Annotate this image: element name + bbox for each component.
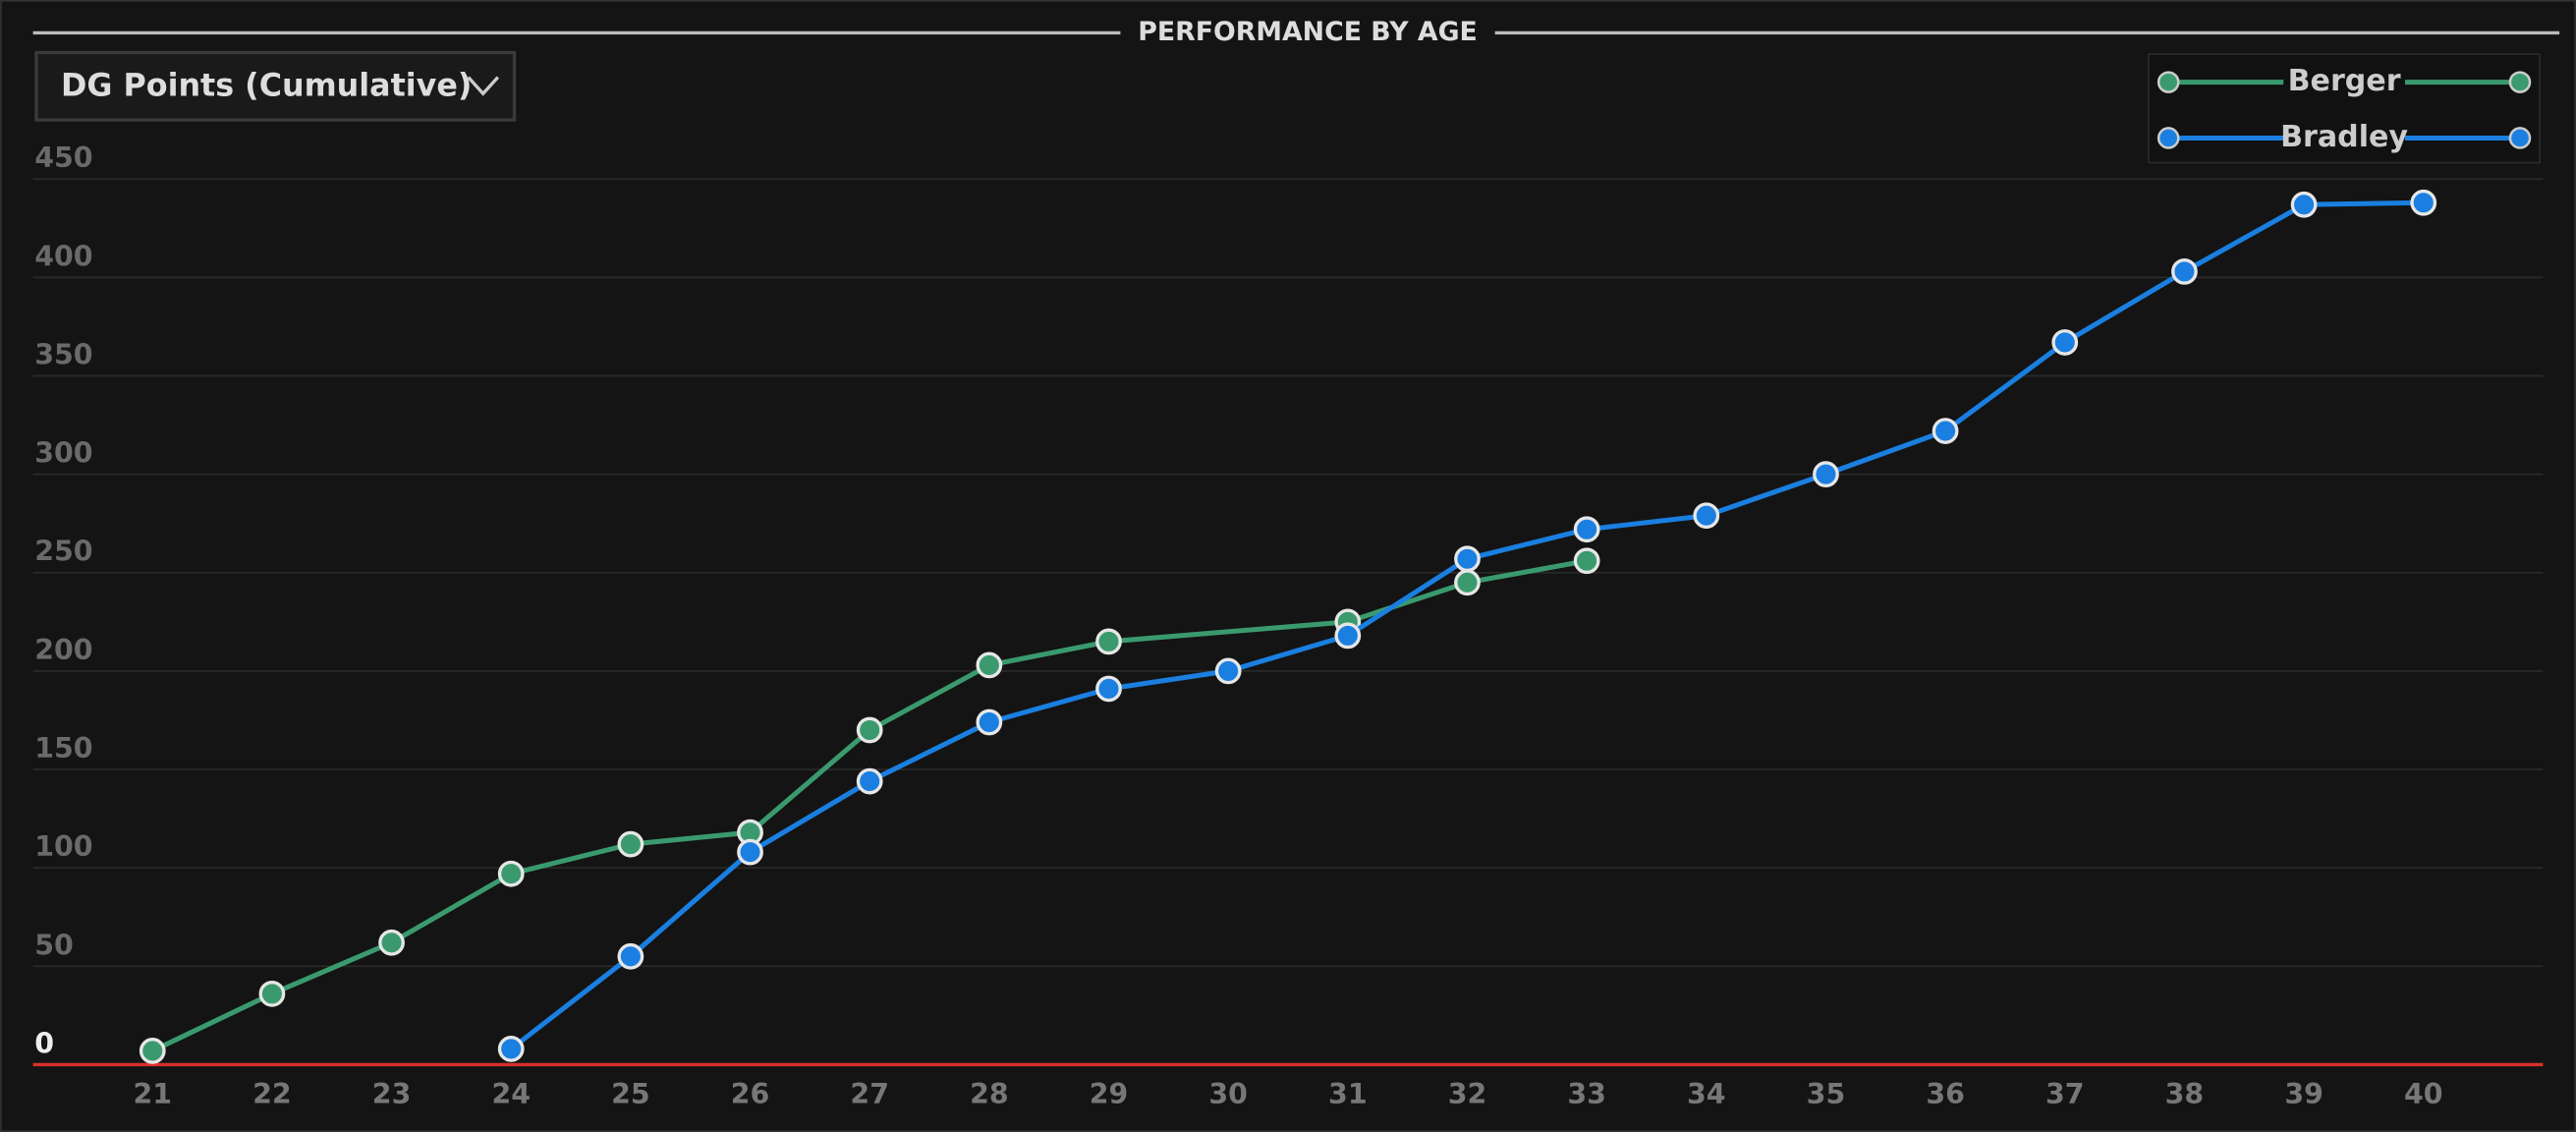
x-tick-label: 36 <box>1926 1078 1965 1110</box>
x-tick-label: 37 <box>2045 1078 2085 1110</box>
point <box>976 651 1003 679</box>
x-tick-label: 24 <box>491 1078 531 1110</box>
point <box>856 716 883 744</box>
x-tick-label: 33 <box>1567 1078 1606 1110</box>
x-tick-label: 29 <box>1090 1078 1129 1110</box>
point <box>1454 569 1481 596</box>
point <box>258 980 286 1007</box>
x-tick-label: 32 <box>1448 1078 1487 1110</box>
x-tick-label: 31 <box>1328 1078 1368 1110</box>
point <box>617 830 644 858</box>
x-tick-label: 26 <box>731 1078 770 1110</box>
x-tick-label: 27 <box>850 1078 889 1110</box>
legend-marker <box>2156 71 2180 93</box>
x-tick-label: 23 <box>372 1078 412 1110</box>
point <box>856 767 883 795</box>
point <box>737 838 763 866</box>
point <box>617 942 644 970</box>
y-tick-label: 400 <box>34 240 92 272</box>
point <box>1813 461 1839 488</box>
legend-marker <box>2508 71 2532 93</box>
x-tick-label: 39 <box>2284 1078 2324 1110</box>
y-tick-label: 150 <box>34 732 92 764</box>
x-tick-label: 34 <box>1687 1078 1726 1110</box>
x-tick-label: 22 <box>252 1078 292 1110</box>
x-tick-label: 38 <box>2165 1078 2205 1110</box>
legend-label: Berger <box>2288 64 2401 98</box>
legend-label: Bradley <box>2280 120 2408 154</box>
x-tick-label: 21 <box>133 1078 172 1110</box>
point <box>1095 675 1122 703</box>
dropdown-chevron[interactable] <box>467 76 500 96</box>
point <box>1095 628 1122 655</box>
point <box>1454 545 1481 573</box>
x-tick-label: 25 <box>611 1078 650 1110</box>
legend-marker <box>2508 127 2532 149</box>
x-tick-label: 30 <box>1208 1078 1248 1110</box>
y-tick-label: 0 <box>34 1027 54 1059</box>
x-tick-label: 35 <box>1807 1078 1846 1110</box>
y-tick-label: 200 <box>34 634 92 666</box>
chart-title: PERFORMANCE BY AGE <box>1138 17 1478 47</box>
point <box>2051 329 2079 356</box>
point <box>139 1038 166 1064</box>
point <box>1693 502 1720 530</box>
x-tick-label: 40 <box>2404 1078 2443 1110</box>
y-tick-label: 450 <box>34 142 92 174</box>
legend-marker <box>2156 127 2180 149</box>
legend-gap <box>2283 120 2405 156</box>
point <box>976 708 1003 736</box>
point <box>1932 418 1959 444</box>
series-line <box>151 558 1588 1053</box>
dropdown[interactable]: DG Points (Cumulative) <box>34 50 517 122</box>
point <box>1334 622 1362 650</box>
y-tick-label: 250 <box>34 536 92 568</box>
x-tick-label: 28 <box>970 1078 1009 1110</box>
point <box>2410 189 2437 216</box>
dropdown-label[interactable]: DG Points (Cumulative) <box>61 69 472 104</box>
point <box>1573 516 1600 543</box>
point <box>497 860 525 887</box>
point <box>1214 657 1242 685</box>
point <box>2290 191 2318 218</box>
y-tick-label: 350 <box>34 338 92 370</box>
legend-gap <box>2283 64 2405 100</box>
point <box>1573 547 1600 575</box>
y-tick-label: 50 <box>34 929 74 961</box>
y-tick-label: 300 <box>34 437 92 470</box>
point <box>378 929 405 956</box>
dropdown-box[interactable] <box>34 50 517 122</box>
point <box>2171 257 2198 285</box>
point <box>497 1036 525 1062</box>
y-tick-label: 100 <box>34 830 92 863</box>
